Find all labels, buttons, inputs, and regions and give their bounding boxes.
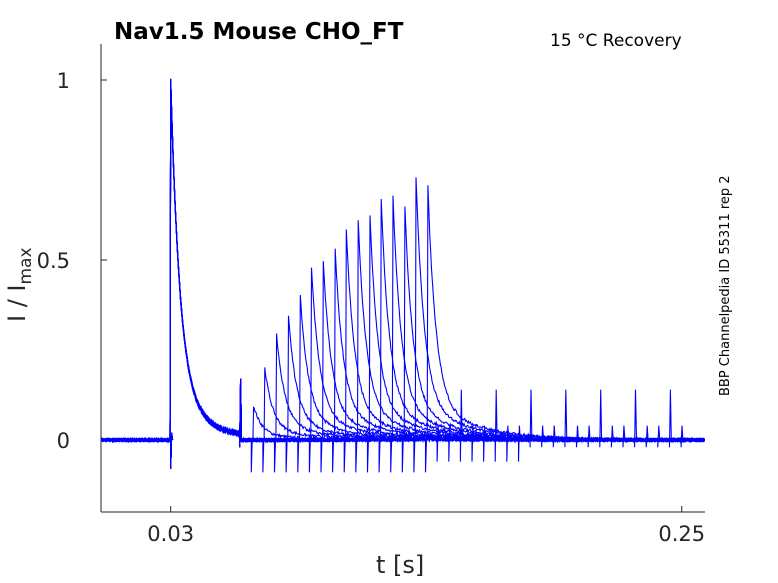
artifact-spike [645,425,649,448]
series-line-sweep-1 [100,79,706,473]
artifact-spike [610,425,614,448]
artifact-spike [587,425,591,448]
condition-annotation: 15 °C Recovery [550,31,682,51]
artifact-spike [680,425,684,448]
series-line-sweep-3 [100,79,705,473]
artifact-spike [552,425,556,448]
artifact-spike [668,389,672,448]
y-tick-label: 1 [57,69,70,93]
x-tick-label: 0.25 [658,522,705,546]
artifact-spike [599,389,603,448]
series-line-sweep-13 [100,80,705,473]
x-tick-label: 0.03 [147,522,194,546]
artifact-spike [494,389,498,462]
artifact-spike [471,425,475,462]
series-line-sweep-7 [100,80,705,473]
x-axis-label: t [s] [376,551,425,579]
series-line-sweep-16 [100,80,705,473]
artifact-spike [506,425,510,462]
series-line-sweep-14 [100,79,705,473]
artifact-spike [517,425,521,462]
series-line-sweep-4 [100,81,705,473]
artifact-spike [541,425,545,448]
series-line-sweep-8 [100,80,705,473]
artifact-spike [575,425,579,448]
y-tick-label: 0 [57,429,70,453]
artifact-spike [483,425,487,462]
artifact-spike [436,425,440,462]
artifact-spike [448,425,452,462]
series-line-sweep-9 [100,81,706,473]
artifact-spike [622,425,626,448]
series-line-sweep-2 [100,79,706,473]
artifact-spike [657,425,661,448]
series-line-sweep-6 [100,81,705,473]
series-line-sweep-5 [100,79,705,473]
chart-title: Nav1.5 Mouse CHO_FT [114,19,404,45]
artifact-spike [459,389,463,462]
artifact-spike [634,389,638,448]
artifact-spike [529,389,533,448]
series-line-sweep-12 [100,79,705,473]
series-line-sweep-11 [100,79,706,473]
series-line-sweep-10 [100,81,706,473]
series-line-sweep-15 [100,78,705,473]
y-tick-label: 0.5 [37,249,70,273]
artifact-spike [564,389,568,448]
